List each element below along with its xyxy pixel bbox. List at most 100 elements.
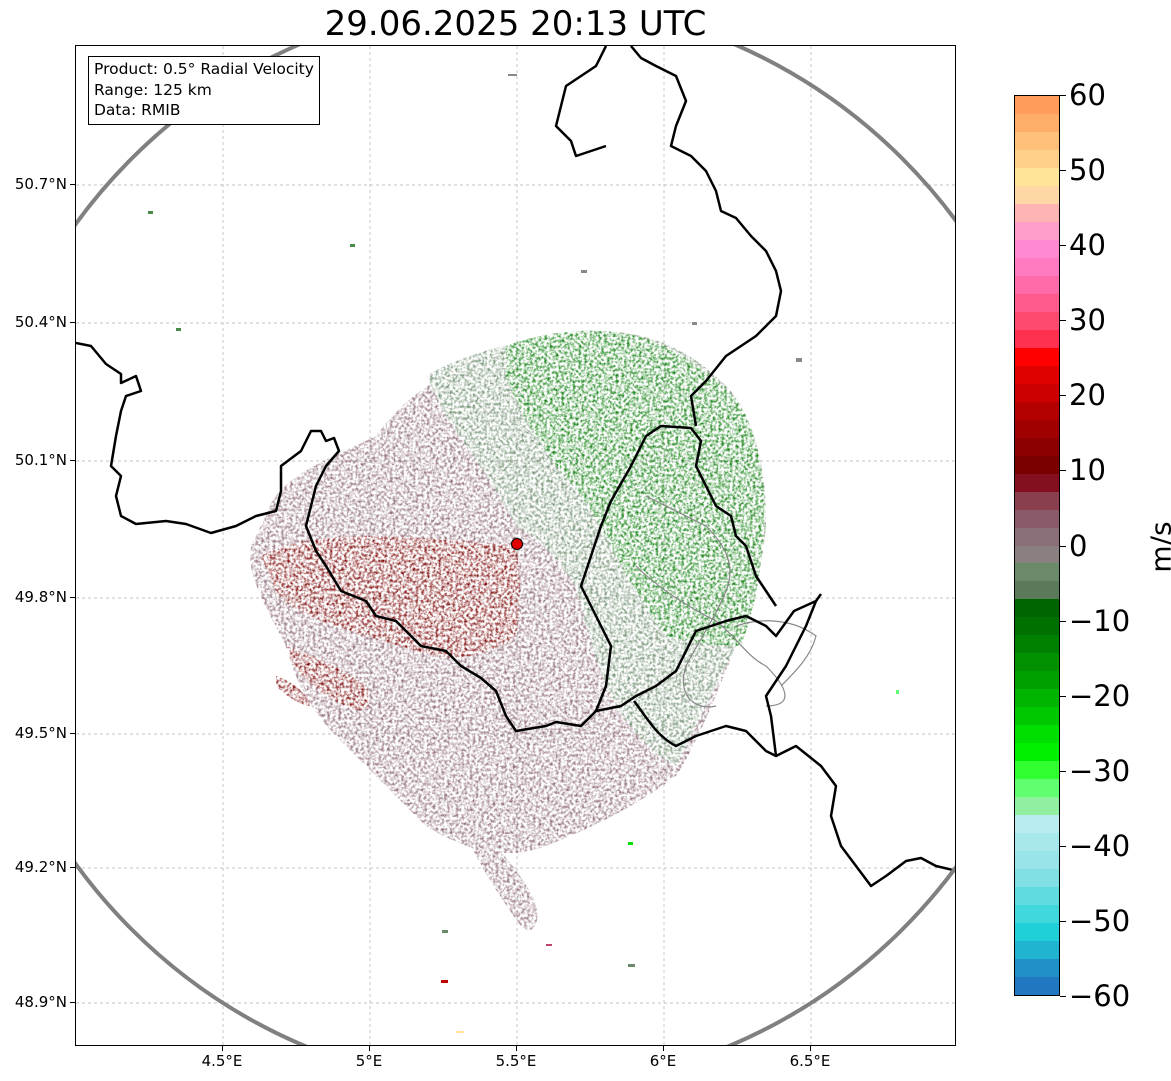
- colorbar-tick-label: 50: [1069, 153, 1106, 188]
- colorbar-segment: [1015, 743, 1059, 762]
- colorbar-segment: [1015, 167, 1059, 187]
- colorbar-segment: [1015, 599, 1059, 619]
- colorbar-segment: [1015, 113, 1059, 133]
- lon-tickmark: [663, 1046, 664, 1051]
- colorbar-tick-label: 10: [1069, 453, 1106, 488]
- lon-tickmark: [369, 1046, 370, 1051]
- lat-tick-label: 49.8°N: [14, 588, 67, 606]
- colorbar-segment: [1015, 131, 1059, 151]
- colorbar-segment: [1015, 797, 1059, 816]
- colorbar-tick-label: 0: [1069, 528, 1088, 563]
- colorbar-segment: [1015, 905, 1059, 924]
- colorbar-tickmark: [1060, 620, 1066, 622]
- country-borders: [76, 46, 955, 888]
- colorbar-tick-label: −30: [1069, 753, 1131, 788]
- range-label: Range: 125 km: [94, 80, 212, 99]
- colorbar-tick-label: 30: [1069, 303, 1106, 338]
- colorbar-segment: [1015, 96, 1059, 115]
- colorbar-segment: [1015, 815, 1059, 834]
- lat-tickmark: [70, 1002, 75, 1003]
- colorbar-tick-label: 60: [1069, 78, 1106, 112]
- colorbar-tick-label: −60: [1069, 979, 1131, 1013]
- colorbar-segment: [1015, 545, 1059, 565]
- data-source-label: Data: RMIB: [94, 101, 181, 119]
- colorbar-segment: [1015, 635, 1059, 654]
- lon-tickmark: [222, 1046, 223, 1051]
- admin-boundaries: [635, 495, 817, 708]
- colorbar-segment: [1015, 401, 1059, 421]
- colorbar-segment: [1015, 977, 1059, 995]
- lon-tick-label: 6°E: [649, 1052, 677, 1070]
- radar-map[interactable]: [75, 45, 956, 1046]
- lon-tick-label: 5°E: [355, 1052, 383, 1070]
- product-label: Product: 0.5° Radial Velocity: [94, 60, 314, 78]
- colorbar-tickmark: [1060, 845, 1066, 847]
- velocity-echoes: [148, 74, 899, 1033]
- colorbar-segment: [1015, 257, 1059, 277]
- colorbar-segment: [1015, 527, 1059, 547]
- colorbar-segment: [1015, 383, 1059, 403]
- colorbar-tick-label: −40: [1069, 828, 1131, 863]
- colorbar-tickmark: [1060, 695, 1066, 697]
- colorbar-segment: [1015, 203, 1059, 223]
- colorbar-segment: [1015, 851, 1059, 870]
- colorbar-tickmark: [1060, 920, 1066, 922]
- lat-tickmark: [70, 733, 75, 734]
- colorbar-segment: [1015, 833, 1059, 852]
- colorbar-segment: [1015, 689, 1059, 708]
- colorbar-segment: [1015, 365, 1059, 385]
- colorbar-segment: [1015, 185, 1059, 205]
- lat-tickmark: [70, 867, 75, 868]
- lat-tick-label: 49.5°N: [14, 724, 67, 742]
- lat-tick-label: 50.4°N: [14, 313, 67, 331]
- colorbar-segment: [1015, 563, 1059, 583]
- lon-tickmark: [516, 1046, 517, 1051]
- colorbar-segment: [1015, 293, 1059, 313]
- colorbar-unit-label: m/s: [1144, 521, 1171, 573]
- colorbar-segment: [1015, 239, 1059, 259]
- colorbar-segment: [1015, 149, 1059, 169]
- colorbar-tickmark: [1060, 996, 1066, 997]
- lat-tickmark: [70, 184, 75, 185]
- colorbar-segment: [1015, 437, 1059, 457]
- colorbar-segment: [1015, 923, 1059, 942]
- lat-tick-label: 49.2°N: [14, 858, 67, 876]
- colorbar-segment: [1015, 491, 1059, 511]
- colorbar-segment: [1015, 869, 1059, 888]
- lat-tick-label: 50.7°N: [14, 175, 67, 193]
- radar-site-icon: [511, 538, 523, 550]
- lon-tickmark: [810, 1046, 811, 1051]
- colorbar-segment: [1015, 653, 1059, 672]
- colorbar-tick-label: −20: [1069, 678, 1131, 713]
- colorbar-tick-label: 20: [1069, 378, 1106, 413]
- colorbar-segment: [1015, 311, 1059, 331]
- colorbar-segment: [1015, 455, 1059, 475]
- colorbar-tick-label: −10: [1069, 603, 1131, 638]
- lat-tickmark: [70, 460, 75, 461]
- colorbar-tick-label: 40: [1069, 228, 1106, 263]
- colorbar-tick-label: −50: [1069, 903, 1131, 938]
- colorbar-tickmark: [1060, 770, 1066, 772]
- colorbar-tickmark: [1060, 245, 1066, 247]
- colorbar-segment: [1015, 671, 1059, 690]
- colorbar-segment: [1015, 509, 1059, 529]
- lon-tick-label: 5.5°E: [495, 1052, 537, 1070]
- colorbar-segment: [1015, 941, 1059, 960]
- lon-tick-label: 4.5°E: [201, 1052, 243, 1070]
- colorbar-segment: [1015, 473, 1059, 493]
- colorbar-segment: [1015, 959, 1059, 978]
- colorbar-segment: [1015, 725, 1059, 744]
- lat-tickmark: [70, 322, 75, 323]
- product-info-box: Product: 0.5° Radial Velocity Range: 125…: [88, 56, 320, 125]
- map-title: 29.06.2025 20:13 UTC: [324, 4, 707, 44]
- colorbar-tickmark: [1060, 470, 1066, 472]
- colorbar-segment: [1015, 887, 1059, 906]
- colorbar-tickmark: [1060, 170, 1066, 172]
- colorbar-tickmark: [1060, 395, 1066, 397]
- colorbar-segment: [1015, 617, 1059, 636]
- lat-tickmark: [70, 597, 75, 598]
- colorbar-tickmark: [1060, 95, 1066, 96]
- colorbar-segment: [1015, 221, 1059, 241]
- colorbar-segment: [1015, 347, 1059, 367]
- colorbar-segment: [1015, 779, 1059, 798]
